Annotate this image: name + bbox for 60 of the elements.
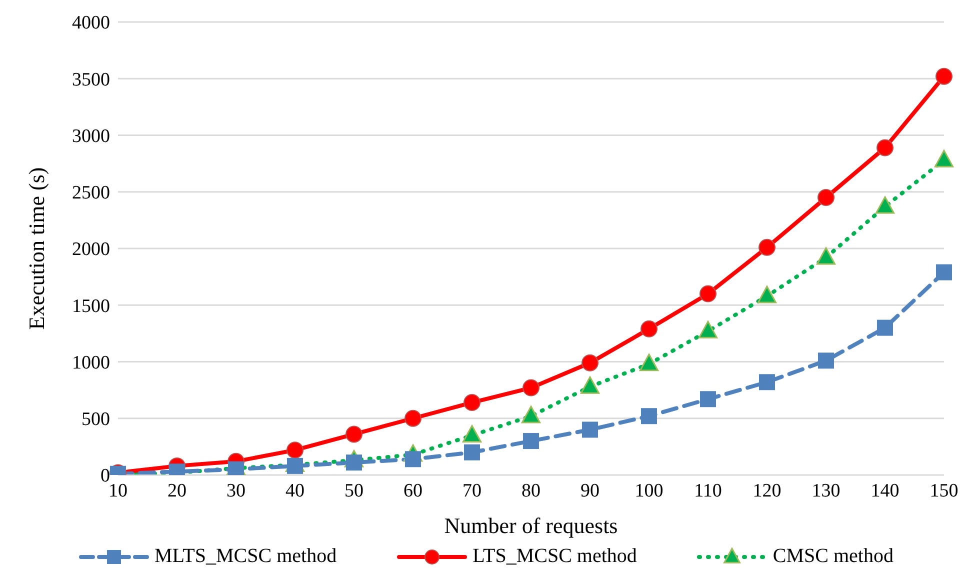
point	[582, 422, 598, 438]
y-tick-label: 3000	[72, 126, 110, 147]
legend-label: LTS_MCSC method	[472, 545, 637, 568]
y-axis-title: Execution time (s)	[24, 167, 49, 330]
y-tick-label: 2500	[72, 182, 110, 204]
point	[286, 442, 304, 459]
point	[816, 247, 836, 265]
point	[698, 320, 718, 338]
x-tick-label: 80	[522, 480, 540, 502]
point	[757, 286, 777, 304]
point	[877, 320, 893, 336]
legend-label: MLTS_MCSC method	[154, 545, 337, 568]
point	[580, 376, 600, 394]
point	[464, 394, 480, 412]
x-tick-label: 50	[344, 480, 364, 502]
point	[759, 374, 775, 390]
point	[464, 444, 480, 460]
y-tick-label: 3500	[72, 69, 110, 90]
point	[936, 68, 952, 85]
point	[346, 426, 362, 443]
point	[404, 410, 422, 427]
point	[582, 354, 598, 372]
point	[934, 150, 954, 168]
x-tick-label: 130	[812, 480, 840, 502]
point	[758, 238, 776, 256]
x-tick-label: 90	[580, 480, 600, 502]
y-tick-label: 0	[100, 466, 110, 487]
x-tick-label: 10	[108, 480, 128, 502]
x-tick-label: 110	[694, 480, 722, 502]
point	[523, 433, 539, 450]
point	[818, 189, 834, 206]
x-tick-label: 100	[634, 480, 664, 502]
point	[700, 285, 716, 302]
point	[875, 196, 895, 214]
x-axis-title: Number of requests	[444, 513, 618, 538]
point	[287, 458, 303, 474]
point	[936, 264, 952, 280]
x-tick-label: 70	[462, 480, 482, 502]
x-tick-label: 140	[870, 480, 900, 502]
y-tick-label: 500	[82, 409, 110, 430]
point	[641, 408, 657, 424]
y-tick-label: 2000	[72, 239, 110, 260]
point	[462, 425, 482, 443]
x-tick-label: 120	[752, 480, 782, 502]
y-tick-label: 1500	[72, 296, 110, 317]
x-tick-label: 150	[930, 480, 958, 502]
point	[522, 379, 540, 396]
x-tick-label: 40	[286, 480, 304, 502]
point	[876, 139, 894, 156]
point	[700, 391, 716, 408]
legend-label: CMSC method	[772, 545, 894, 568]
point	[818, 352, 834, 369]
point	[639, 354, 659, 372]
x-tick-label: 60	[404, 480, 422, 502]
point	[521, 406, 541, 424]
x-tick-label: 30	[226, 480, 246, 502]
y-tick-label: 1000	[72, 352, 110, 374]
point	[640, 320, 658, 338]
y-tick-label: 4000	[72, 12, 110, 34]
x-tick-label: 20	[168, 480, 186, 502]
